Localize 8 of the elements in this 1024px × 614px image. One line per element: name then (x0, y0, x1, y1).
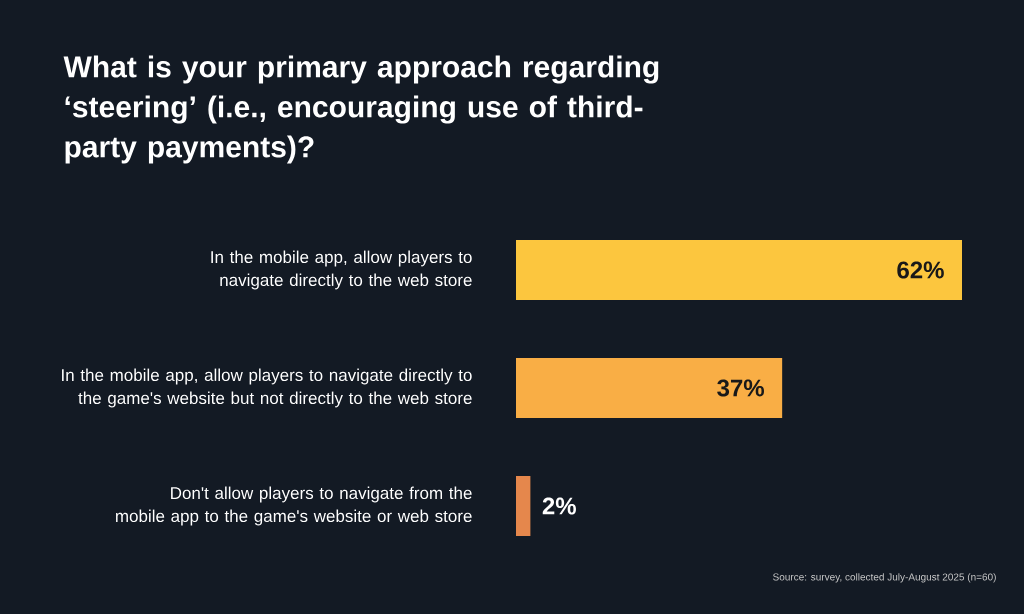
y-tick-label: In the mobile app, allow players to navigate directly to the game's website but not directly to the web store (62, 368, 472, 408)
data-label: 62% (897, 261, 944, 279)
source-note: Source: survey, collected July-August 2025 (n=60) (773, 573, 996, 583)
chart-title: What is your primary approach regarding ‘steering’ (i.e., encouraging use of third-party payments)? (63, 55, 659, 164)
data-label: 37% (717, 379, 764, 397)
y-tick-label: Don't allow players to navigate from the mobile app to the game's website or web store (116, 486, 472, 526)
data-label: 2% (542, 497, 576, 515)
y-tick-label: In the mobile app, allow players to navigate directly to the web store (211, 250, 472, 290)
